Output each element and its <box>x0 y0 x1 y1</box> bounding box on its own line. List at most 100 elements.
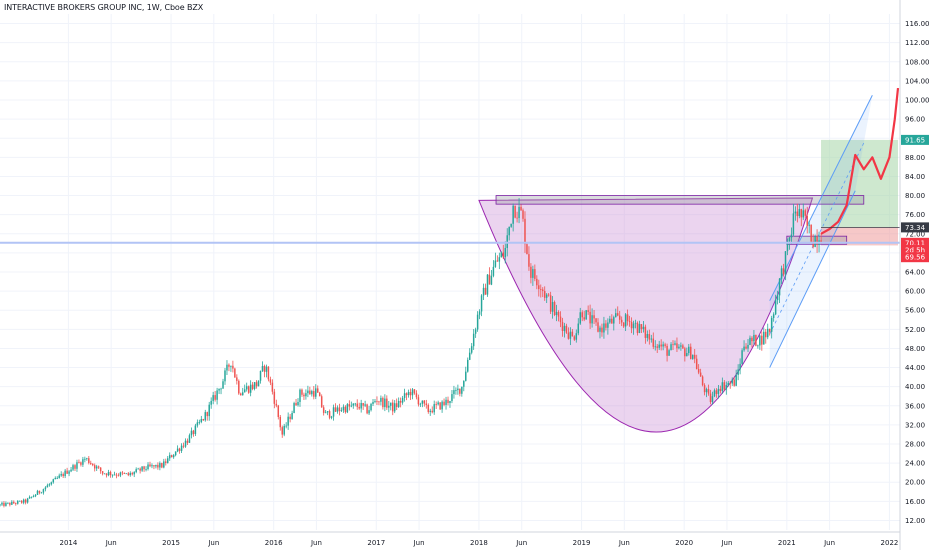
candle-body <box>405 393 408 396</box>
candle-body <box>753 334 755 342</box>
price-tick-label: 56.00 <box>905 307 925 315</box>
candle-body <box>457 388 459 391</box>
candle-body <box>518 206 520 219</box>
candle-body <box>494 260 497 267</box>
candle-body <box>93 465 96 469</box>
candle-body <box>36 490 39 495</box>
candle-body <box>220 388 222 390</box>
candle-body <box>5 502 7 506</box>
candle-body <box>409 391 412 396</box>
candle-body <box>478 311 481 315</box>
candle-body <box>234 368 236 378</box>
price-tick-label: 108.00 <box>905 58 930 66</box>
candle-body <box>374 401 376 402</box>
candle-body <box>522 210 524 219</box>
candle-body <box>261 365 264 371</box>
candle-body <box>745 346 747 349</box>
candle-body <box>127 473 130 476</box>
candle-body <box>243 389 246 393</box>
candle-body <box>390 402 392 406</box>
price-tag-label: 69.56 <box>905 254 926 262</box>
candle-body <box>587 310 589 312</box>
candle-body <box>565 325 568 333</box>
candle-body <box>68 471 70 474</box>
candle-body <box>70 469 72 472</box>
price-tick-label: 16.00 <box>905 498 925 506</box>
candle-body <box>299 389 301 402</box>
candle-body <box>595 318 597 323</box>
candle-body <box>620 319 623 323</box>
candle-body <box>350 405 353 407</box>
candle-body <box>109 471 112 476</box>
candle-body <box>392 402 394 412</box>
candle-body <box>184 440 187 447</box>
candle-body <box>482 287 485 296</box>
candle-body <box>206 412 208 417</box>
candle-body <box>618 315 621 320</box>
candle-body <box>295 403 297 406</box>
candle-body <box>486 274 489 295</box>
candle-body <box>622 322 625 327</box>
candle-body <box>17 500 19 504</box>
candle-body <box>802 210 805 218</box>
price-axis[interactable]: 12.00 16.00 20.00 24.00 28.00 32.00 36.00 40.00… <box>899 0 930 550</box>
price-tag-box <box>901 245 929 256</box>
candle-body <box>397 400 400 407</box>
candle-body <box>403 393 406 398</box>
candle-body <box>569 331 572 339</box>
candle-body <box>230 365 232 367</box>
candle-body <box>549 295 552 312</box>
candle-body <box>715 390 718 394</box>
candle-body <box>336 407 339 412</box>
candle-body <box>563 325 566 332</box>
candle-body <box>218 388 220 391</box>
price-tick-label: 40.00 <box>905 383 925 391</box>
candle-body <box>763 331 765 345</box>
candle-body <box>236 377 238 381</box>
price-tick-label: 88.00 <box>905 154 925 162</box>
candle-body <box>770 317 773 332</box>
candle-body <box>470 346 473 353</box>
time-tick-label: 2022 <box>881 539 899 547</box>
candle-body <box>707 389 710 394</box>
candle-body <box>226 364 228 371</box>
time-tick-label: 2018 <box>470 539 488 547</box>
candle-body <box>488 274 491 285</box>
target-zone <box>821 139 898 228</box>
candle-body <box>796 211 799 217</box>
candle-body <box>66 470 68 474</box>
candle-body <box>664 344 666 346</box>
candle-body <box>504 247 506 258</box>
candle-body <box>163 461 165 468</box>
channel-lower-line <box>769 190 856 368</box>
candle-body <box>0 504 1 506</box>
candle-body <box>772 314 775 318</box>
candle-body <box>95 466 98 469</box>
candle-body <box>141 466 143 471</box>
candle-body <box>790 234 793 238</box>
candle-body <box>32 496 35 498</box>
time-tick-label: Jun <box>720 539 732 547</box>
candle-body <box>684 348 686 357</box>
candle-body <box>380 397 382 402</box>
time-axis[interactable]: 2014 Jun 2015 Jun 2016 Jun 2017 Jun 2018 Jun 2019 J… <box>0 531 900 547</box>
candle-body <box>196 422 199 426</box>
candle-body <box>9 502 11 505</box>
candle-body <box>145 469 147 470</box>
candle-body <box>510 223 512 227</box>
candle-body <box>727 383 730 386</box>
candle-body <box>693 354 696 359</box>
candle-body <box>605 323 607 328</box>
candle-body <box>719 388 722 391</box>
candle-body <box>751 337 753 342</box>
candle-body <box>749 337 751 345</box>
candle-body <box>632 323 635 329</box>
price-tick-label: 112.00 <box>905 39 930 47</box>
candle-body <box>50 482 53 485</box>
candle-body <box>759 335 761 346</box>
candle-body <box>705 389 708 393</box>
candle-body <box>559 316 562 323</box>
candle-body <box>393 403 396 412</box>
